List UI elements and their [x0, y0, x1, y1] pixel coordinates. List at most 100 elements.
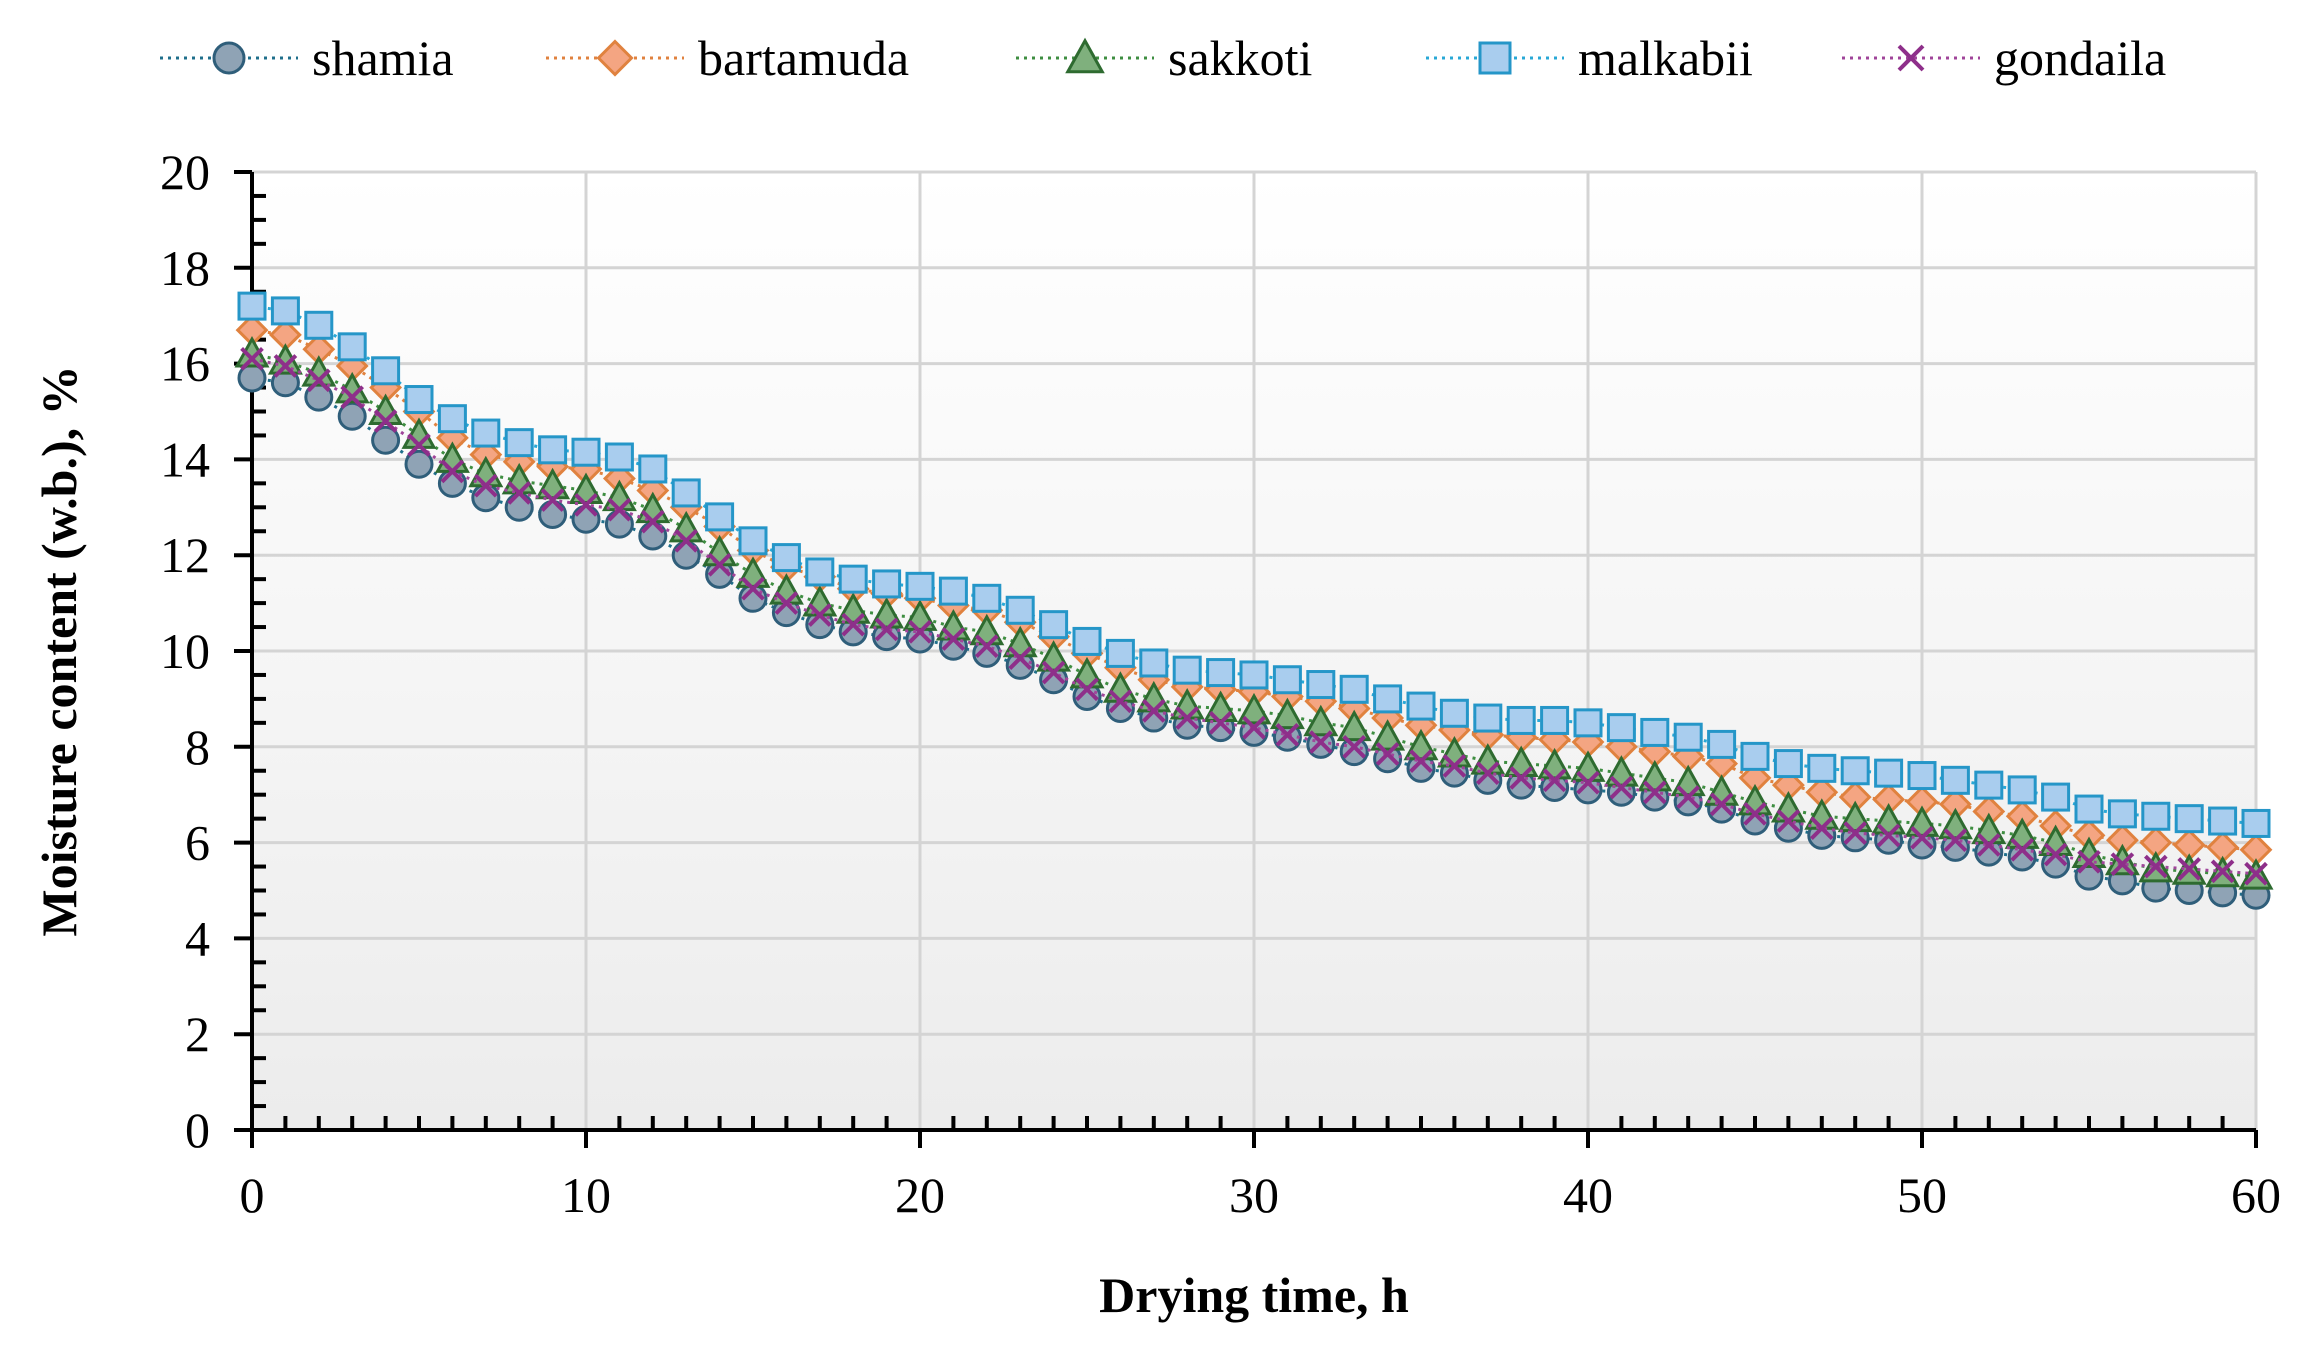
data-point-gondaila [2077, 849, 2101, 874]
data-point-malkabii [2074, 794, 2104, 824]
data-point-shamia [1339, 737, 1369, 767]
data-point-gondaila [941, 627, 966, 651]
data-point-malkabii [1773, 749, 1803, 779]
data-point-malkabii [1840, 756, 1870, 786]
data-point-malkabii [471, 418, 501, 448]
legend-item-shamia: shamia [160, 30, 454, 86]
data-point-gondaila [1342, 734, 1367, 759]
data-point-sakkoti [1303, 704, 1339, 737]
data-point-gondaila [473, 473, 498, 498]
data-point-gondaila [1509, 766, 1534, 790]
legend-label: gondaila [1994, 30, 2166, 86]
data-point-gondaila [1041, 660, 1066, 685]
data-point-gondaila [540, 488, 565, 512]
y-tick-label: 8 [185, 719, 210, 775]
y-tick-label: 14 [160, 431, 210, 487]
data-point-gondaila [1141, 699, 1166, 723]
data-point-malkabii [2041, 782, 2071, 812]
data-point-gondaila [674, 529, 699, 553]
data-point-gondaila [1075, 677, 1099, 702]
data-point-malkabii [1540, 705, 1570, 735]
data-point-gondaila [1175, 706, 1200, 730]
data-point-malkabii [371, 356, 401, 386]
data-point-malkabii [838, 564, 868, 594]
data-point-malkabii [2208, 806, 2238, 836]
data-point-gondaila [373, 409, 398, 433]
x-tick-label: 0 [240, 1167, 265, 1223]
data-point-shamia [504, 492, 534, 522]
data-point-gondaila [774, 591, 799, 615]
data-point-gondaila [1542, 768, 1567, 793]
x-tick-label: 40 [1563, 1167, 1613, 1223]
data-point-gondaila [1809, 816, 1834, 841]
data-point-gondaila [507, 481, 532, 505]
data-point-gondaila [340, 385, 365, 409]
data-point-gondaila [1843, 821, 1868, 845]
data-point-gondaila [1375, 742, 1400, 766]
data-point-malkabii [905, 571, 935, 601]
legend: shamia bartamuda sakkoti malkabii gondaila [160, 30, 2166, 86]
y-tick-label: 0 [185, 1102, 210, 1158]
legend-marker-triangle [1065, 37, 1105, 74]
legend-item-malkabii: malkabii [1426, 30, 1753, 86]
data-point-malkabii [304, 310, 334, 340]
data-point-malkabii [1239, 660, 1269, 690]
data-point-malkabii [1339, 674, 1369, 704]
data-point-gondaila [1642, 780, 1667, 805]
data-point-malkabii [805, 557, 835, 587]
x-axis-ticks: 0 10 20 30 40 50 60 [240, 1167, 2282, 1223]
data-point-gondaila [407, 433, 431, 457]
series-gondaila [240, 346, 2268, 886]
data-point-malkabii [237, 291, 267, 321]
data-point-shamia [471, 483, 501, 513]
data-point-malkabii [1306, 670, 1336, 700]
data-point-malkabii [1673, 722, 1703, 752]
data-point-gondaila [707, 552, 732, 577]
data-point-shamia [371, 425, 401, 455]
data-point-malkabii [638, 454, 668, 484]
legend-label: sakkoti [1168, 30, 1312, 86]
data-point-gondaila [1943, 828, 1968, 853]
data-point-shamia [571, 504, 601, 534]
series-layer [234, 291, 2274, 910]
legend-label: bartamuda [698, 30, 909, 86]
data-point-gondaila [2210, 859, 2235, 884]
data-point-sakkoti [2104, 843, 2140, 876]
data-point-gondaila [741, 576, 765, 601]
data-point-gondaila [1676, 785, 1701, 809]
data-point-sakkoti [1269, 697, 1305, 730]
data-point-malkabii [1506, 705, 1536, 735]
data-point-malkabii [504, 428, 534, 458]
data-point-malkabii [1874, 758, 1904, 788]
legend-item-sakkoti: sakkoti [1016, 30, 1312, 86]
data-point-malkabii [404, 385, 434, 415]
data-point-malkabii [1039, 610, 1069, 640]
data-point-gondaila [574, 493, 598, 517]
data-point-gondaila [607, 497, 632, 522]
data-point-gondaila [1275, 723, 1300, 747]
data-point-malkabii [972, 583, 1002, 613]
series-malkabii [237, 291, 2271, 838]
data-point-malkabii [1373, 684, 1403, 714]
data-point-gondaila [874, 617, 899, 642]
data-point-malkabii [337, 332, 367, 362]
legend-item-gondaila: gondaila [1842, 30, 2166, 86]
data-point-gondaila [440, 459, 465, 484]
y-tick-label: 16 [160, 336, 210, 392]
y-tick-label: 6 [185, 815, 210, 871]
data-point-gondaila [908, 620, 932, 644]
y-tick-label: 4 [185, 910, 210, 966]
data-point-gondaila [2010, 837, 2035, 862]
data-point-gondaila [1108, 689, 1133, 714]
data-point-malkabii [1005, 595, 1035, 625]
x-tick-label: 20 [895, 1167, 945, 1223]
legend-label: shamia [312, 30, 454, 86]
data-point-gondaila [1876, 823, 1901, 848]
y-tick-label: 20 [160, 144, 210, 200]
legend-marker-diamond [596, 39, 634, 77]
data-point-malkabii [1907, 761, 1937, 791]
data-point-gondaila [974, 634, 999, 659]
y-axis-ticks: 0 2 4 6 8 10 12 14 16 18 20 [160, 144, 210, 1158]
data-point-gondaila [1576, 770, 1600, 795]
